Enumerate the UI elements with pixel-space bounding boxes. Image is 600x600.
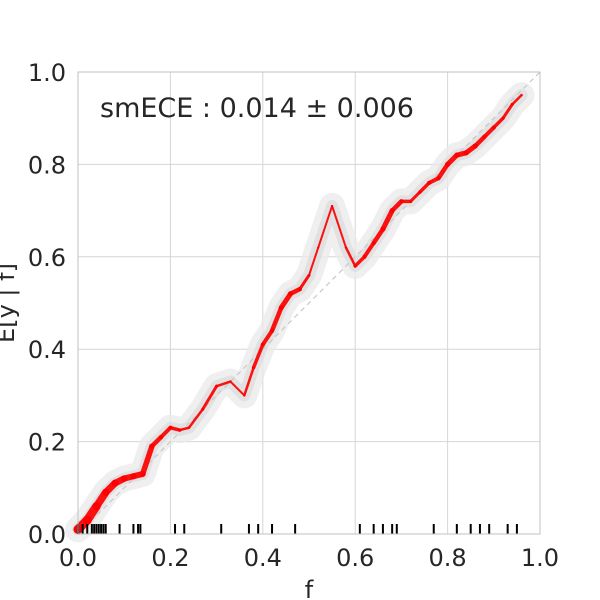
calibration-point: [243, 394, 246, 397]
x-tick-label: 0.0: [59, 544, 97, 572]
calibration-curve-segment: [331, 204, 347, 249]
calibration-curve-segment: [409, 190, 422, 203]
calibration-curve-segment: [159, 425, 173, 439]
calibration-curve-segment: [308, 246, 320, 277]
calibration-point: [159, 434, 164, 439]
y-tick-label: 0.4: [28, 336, 66, 364]
calibration-curve-segment: [380, 208, 395, 232]
calibration-point: [260, 342, 265, 347]
calibration-point: [139, 470, 146, 477]
calibration-curve-segment: [201, 384, 219, 411]
calibration-curve-segment: [243, 366, 255, 397]
x-axis-label: f: [305, 576, 314, 600]
calibration-curve-segment: [251, 342, 265, 370]
calibration-point: [436, 176, 441, 181]
calibration-curve-segment: [178, 426, 191, 432]
calibration-point: [501, 116, 505, 120]
calibration-point: [229, 380, 232, 383]
calibration-point: [270, 328, 275, 333]
calibration-curve-segment: [187, 408, 204, 429]
calibration-point: [130, 473, 137, 480]
calibration-point: [288, 291, 294, 297]
calibration-point: [427, 180, 432, 185]
calibration-point: [102, 488, 110, 496]
calibration-curve-segment: [278, 291, 294, 311]
calibration-point: [454, 152, 460, 158]
calibration-point: [201, 407, 205, 411]
calibration-point: [252, 366, 256, 370]
calibration-point: [482, 134, 487, 139]
calibration-point: [353, 264, 357, 268]
smece-annotation: smECE : 0.014 ± 0.006: [100, 93, 414, 124]
calibration-point: [168, 425, 173, 430]
calibration-curve-segment: [353, 255, 367, 268]
y-axis-label: E[y | f]: [0, 263, 20, 343]
reference-diagonal: [77, 71, 541, 535]
calibration-point: [344, 246, 347, 249]
y-tick-labels: 0.0 0.2 0.4 0.6 0.8 1.0: [28, 59, 66, 549]
calibration-point: [331, 204, 334, 207]
calibration-curve-segment: [492, 116, 505, 130]
calibration-point: [510, 102, 514, 106]
y-tick-label: 0.0: [28, 521, 66, 549]
calibration-curve-segment: [317, 204, 334, 249]
calibration-point: [520, 94, 523, 97]
x-tick-label: 1.0: [521, 544, 559, 572]
calibration-point: [187, 426, 190, 429]
calibration-point: [409, 199, 413, 203]
calibration-curve-segment: [418, 181, 431, 194]
x-tick-label: 0.6: [336, 544, 374, 572]
calibration-point: [463, 150, 469, 156]
calibration-curve-segment: [215, 380, 232, 388]
calibration-curve-segment: [436, 162, 450, 181]
calibration-curve-segment: [229, 380, 246, 397]
calibration-point: [362, 254, 367, 259]
calibration-point: [317, 246, 320, 249]
calibration-point: [418, 190, 422, 194]
calibration-point: [380, 226, 386, 232]
calibration-point: [445, 161, 451, 167]
calibration-point: [215, 384, 219, 388]
calibration-point: [389, 208, 395, 214]
x-tick-label: 0.4: [244, 544, 282, 572]
calibration-curve-segment: [501, 102, 514, 120]
calibration-point: [399, 199, 404, 204]
y-tick-label: 0.2: [28, 429, 66, 457]
calibration-point: [82, 515, 92, 525]
calibration-series: [73, 93, 523, 534]
calibration-point: [472, 143, 478, 149]
rug-ticks: [77, 524, 518, 534]
calibration-curve-segment: [139, 443, 155, 477]
y-tick-label: 0.8: [28, 151, 66, 179]
calibration-point: [491, 125, 496, 130]
calibration-curve-segment: [482, 125, 496, 139]
calibration-point: [92, 502, 101, 511]
calibration-point: [278, 305, 284, 311]
calibration-point: [121, 475, 128, 482]
calibration-point: [371, 240, 376, 245]
calibration-curve-segment: [344, 246, 357, 268]
calibration-point: [297, 287, 302, 292]
calibration-curve-segment: [371, 226, 386, 246]
x-tick-labels: 0.0 0.2 0.4 0.6 0.8 1.0: [59, 544, 559, 572]
y-tick-label: 1.0: [28, 59, 66, 87]
calibration-curve-segment: [511, 93, 523, 106]
calibration-curve-segment: [362, 240, 376, 259]
y-tick-label: 0.6: [28, 244, 66, 272]
calibration-curve-segment: [260, 328, 275, 347]
calibration-curve-segment: [269, 305, 284, 333]
calibration-point: [178, 428, 182, 432]
x-tick-label: 0.8: [429, 544, 467, 572]
calibration-curve-segment: [298, 273, 311, 291]
calibration-point: [111, 479, 119, 487]
calibration-point: [149, 443, 155, 449]
plot-frame: [77, 71, 541, 535]
calibration-point: [308, 274, 310, 277]
x-tick-label: 0.2: [151, 544, 189, 572]
